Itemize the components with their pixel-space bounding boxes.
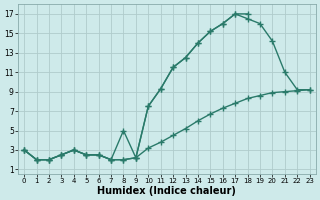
X-axis label: Humidex (Indice chaleur): Humidex (Indice chaleur) — [98, 186, 236, 196]
